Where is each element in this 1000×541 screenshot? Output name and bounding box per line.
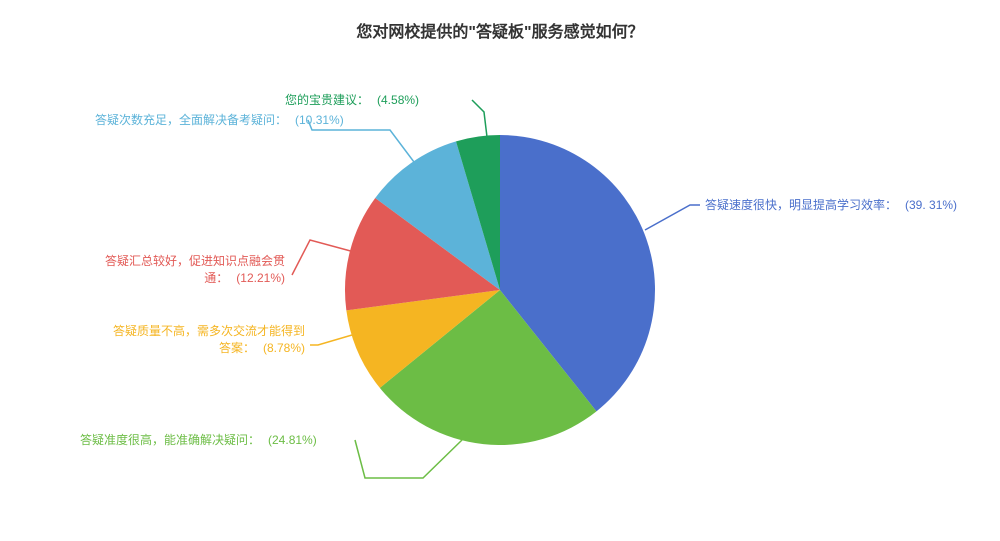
slice-label-text: 您的宝贵建议：	[285, 93, 369, 107]
slice-label: 答疑质量不高，需多次交流才能得到答案：(8.78%)	[105, 323, 305, 357]
leader-line	[310, 335, 352, 345]
leader-line	[472, 100, 487, 137]
slice-pct-text: (10.31%)	[295, 113, 344, 127]
slice-label-text: 答疑速度很快，明显提高学习效率：	[705, 198, 897, 212]
slice-label-text: 答疑准度很高，能准确解决疑问：	[80, 433, 260, 447]
slice-label: 答疑准度很高，能准确解决疑问： (24.81%)	[80, 432, 317, 449]
slice-label: 答疑次数充足，全面解决备考疑问： (10.31%)	[95, 112, 344, 129]
slice-pct-text: (4.58%)	[377, 93, 419, 107]
pie-chart: 答疑速度很快，明显提高学习效率： (39. 31%) 答疑准度很高，能准确解决疑问：…	[0, 0, 1000, 541]
slice-pct-text: (8.78%)	[263, 341, 305, 355]
slice-pct-text: (12.21%)	[236, 271, 285, 285]
slice-label-text: 答疑次数充足，全面解决备考疑问：	[95, 113, 287, 127]
slice-label: 答疑汇总较好，促进知识点融会贯通：(12.21%)	[85, 253, 285, 287]
slice-label: 答疑速度很快，明显提高学习效率： (39. 31%)	[705, 197, 957, 214]
slice-label: 您的宝贵建议： (4.58%)	[285, 92, 419, 109]
slice-pct-text: (24.81%)	[268, 433, 317, 447]
leader-line	[355, 440, 462, 478]
slice-pct-text: (39. 31%)	[905, 198, 957, 212]
leader-line	[645, 205, 700, 230]
